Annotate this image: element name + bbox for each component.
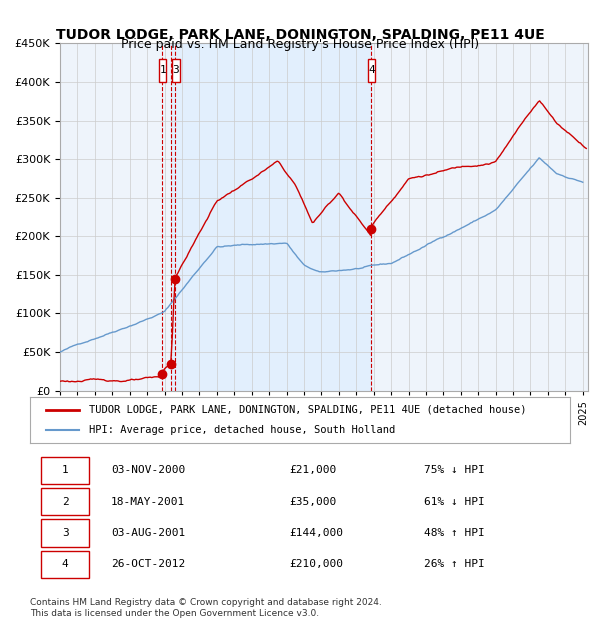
- FancyBboxPatch shape: [41, 457, 89, 484]
- Text: 75% ↓ HPI: 75% ↓ HPI: [424, 466, 485, 476]
- Text: This data is licensed under the Open Government Licence v3.0.: This data is licensed under the Open Gov…: [30, 609, 319, 618]
- Text: TUDOR LODGE, PARK LANE, DONINGTON, SPALDING, PE11 4UE: TUDOR LODGE, PARK LANE, DONINGTON, SPALD…: [56, 28, 544, 42]
- Text: 03-NOV-2000: 03-NOV-2000: [111, 466, 185, 476]
- FancyBboxPatch shape: [172, 59, 179, 82]
- Text: £144,000: £144,000: [289, 528, 343, 538]
- Text: 26% ↑ HPI: 26% ↑ HPI: [424, 559, 485, 569]
- Text: 4: 4: [368, 65, 375, 76]
- FancyBboxPatch shape: [159, 59, 166, 82]
- Text: TUDOR LODGE, PARK LANE, DONINGTON, SPALDING, PE11 4UE (detached house): TUDOR LODGE, PARK LANE, DONINGTON, SPALD…: [89, 405, 527, 415]
- Text: Price paid vs. HM Land Registry's House Price Index (HPI): Price paid vs. HM Land Registry's House …: [121, 38, 479, 51]
- FancyBboxPatch shape: [41, 551, 89, 578]
- Text: 48% ↑ HPI: 48% ↑ HPI: [424, 528, 485, 538]
- Text: 1: 1: [160, 65, 166, 76]
- Text: Contains HM Land Registry data © Crown copyright and database right 2024.: Contains HM Land Registry data © Crown c…: [30, 598, 382, 608]
- Text: HPI: Average price, detached house, South Holland: HPI: Average price, detached house, Sout…: [89, 425, 395, 435]
- Text: 1: 1: [62, 466, 68, 476]
- Text: 2: 2: [62, 497, 68, 507]
- Text: 18-MAY-2001: 18-MAY-2001: [111, 497, 185, 507]
- FancyBboxPatch shape: [41, 520, 89, 547]
- Text: 3: 3: [62, 528, 68, 538]
- Text: £35,000: £35,000: [289, 497, 337, 507]
- FancyBboxPatch shape: [368, 59, 375, 82]
- Text: 03-AUG-2001: 03-AUG-2001: [111, 528, 185, 538]
- FancyBboxPatch shape: [41, 488, 89, 515]
- Bar: [171, 43, 371, 391]
- Text: 4: 4: [62, 559, 68, 569]
- Text: £210,000: £210,000: [289, 559, 343, 569]
- Text: 3: 3: [173, 65, 179, 76]
- Text: £21,000: £21,000: [289, 466, 337, 476]
- Text: 26-OCT-2012: 26-OCT-2012: [111, 559, 185, 569]
- Text: 61% ↓ HPI: 61% ↓ HPI: [424, 497, 485, 507]
